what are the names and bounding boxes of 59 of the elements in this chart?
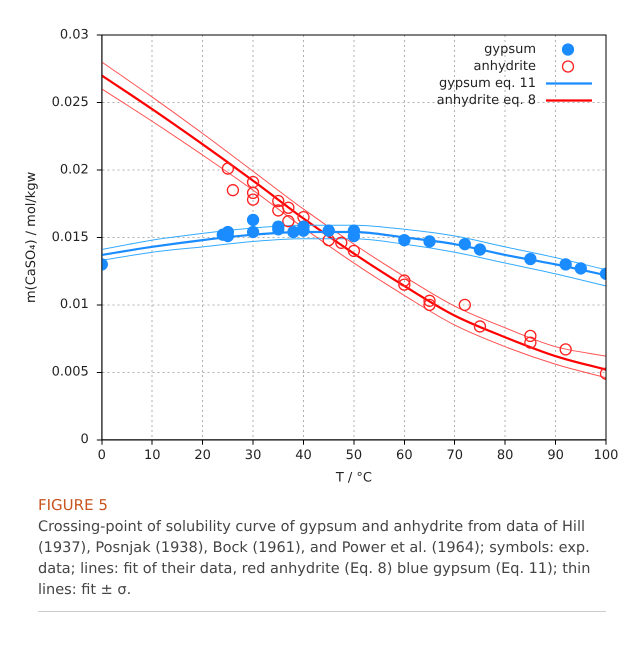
caption: FIGURE 5 <box>38 496 109 514</box>
point <box>398 278 410 291</box>
x-tick-label: 20 <box>194 448 211 463</box>
point <box>398 274 410 287</box>
x-axis-title: T / °C <box>334 470 372 486</box>
point <box>246 214 260 226</box>
point <box>348 244 360 258</box>
point <box>398 234 410 246</box>
point <box>222 162 234 175</box>
y-tick-label: 0.01 <box>60 297 89 312</box>
point <box>272 204 284 217</box>
y-tick-label: 0.025 <box>52 94 89 110</box>
point <box>282 215 295 228</box>
point <box>458 238 471 250</box>
x-tick-label: 90 <box>547 448 564 463</box>
x-tick-label: 80 <box>496 448 514 463</box>
point <box>246 176 260 188</box>
point <box>560 343 572 356</box>
x-tick-label: 100 <box>594 448 618 463</box>
point <box>246 226 260 238</box>
point <box>272 194 284 208</box>
x-tick-label: 0 <box>98 448 106 463</box>
x-tick-label: 50 <box>346 448 362 463</box>
point <box>335 236 348 249</box>
legend-label: anhydrite eq. 8 <box>436 92 536 108</box>
y-tick-label: 0.005 <box>52 364 89 380</box>
point <box>574 262 587 275</box>
point <box>524 252 537 266</box>
point <box>560 258 572 271</box>
point <box>226 184 240 196</box>
text: Crossing-point of solubility curve of gypsum and anhydrite from data of Hill (1937), Posnjak (1938), Bock (1961), and Power et al. (1964); symbols: exp. data; lines: fit of their data, red anhydrite (Eq. 8) blue gypsum (Eq. 11); thin lines: fit ± σ. <box>38 518 592 600</box>
point <box>322 234 335 246</box>
y-tick-label: 0.03 <box>60 27 89 42</box>
y-tick-label: 0.02 <box>60 162 89 178</box>
legend-label: gypsum <box>484 42 536 57</box>
point <box>423 294 436 307</box>
point <box>246 193 260 206</box>
y-tick-label: 0.015 <box>52 230 89 245</box>
point <box>423 235 436 248</box>
x-tick-label: 60 <box>396 448 413 463</box>
x-tick-label: 10 <box>144 448 161 463</box>
point <box>322 224 335 237</box>
x-tick-label: 30 <box>244 448 262 463</box>
point <box>474 243 486 256</box>
legend-label: anhydrite <box>474 58 536 74</box>
point <box>458 298 471 312</box>
x-tick-label: 40 <box>295 448 312 463</box>
point <box>474 320 486 333</box>
point <box>524 330 537 342</box>
point <box>246 186 260 200</box>
point <box>524 336 537 349</box>
x-tick-label: 70 <box>446 448 464 463</box>
point <box>423 298 436 312</box>
point <box>282 202 295 214</box>
y-axis-title: m(CaSO₄) / mol/kgw <box>24 171 40 304</box>
legend-label: gypsum eq. 11 <box>438 76 536 91</box>
point <box>287 226 300 238</box>
point <box>297 211 310 224</box>
y-tick-label: 0 <box>80 432 89 448</box>
